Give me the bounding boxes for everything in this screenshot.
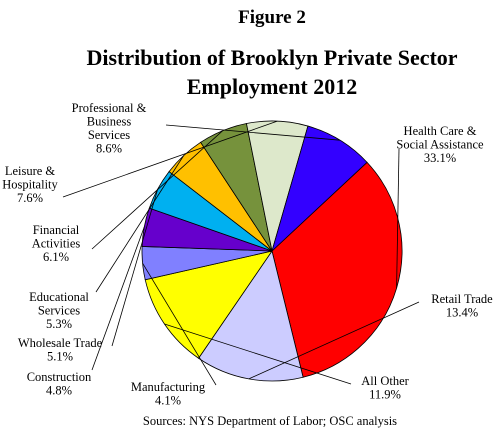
- slice-category-label-6-1: Services: [38, 304, 80, 318]
- leader-line-0: [396, 148, 400, 289]
- slice-value-label-1: 13.4%: [446, 306, 478, 320]
- slice-category-label-8-1: Hospitality: [2, 178, 58, 192]
- leader-lines: [62, 120, 420, 386]
- slice-category-label-9-2: Services: [88, 128, 130, 142]
- slice-category-label-5-0: Wholesale Trade: [18, 336, 103, 350]
- leader-line-1: [248, 301, 420, 380]
- slice-value-label-2: 11.9%: [369, 388, 401, 402]
- pie-slices: [141, 120, 403, 382]
- slice-category-label-7-1: Activities: [32, 237, 81, 251]
- slice-category-label-1-0: Retail Trade: [431, 292, 493, 306]
- slice-category-label-9-0: Professional &: [72, 101, 147, 115]
- slice-category-label-9-1: Business: [87, 115, 132, 129]
- slice-category-label-7-0: Financial: [33, 223, 80, 237]
- slice-category-label-0-1: Social Assistance: [396, 138, 484, 152]
- pie-slice-1: [197, 250, 304, 382]
- chart-title-line-1: Distribution of Brooklyn Private Sector: [86, 45, 457, 70]
- slice-category-label-8-0: Leisure &: [5, 164, 56, 178]
- figure-label: Figure 2: [238, 7, 306, 28]
- slice-category-label-3-0: Manufacturing: [131, 380, 206, 394]
- slice-value-label-6: 5.3%: [46, 317, 72, 331]
- slice-value-label-4: 4.8%: [46, 384, 72, 398]
- slice-value-label-0: 33.1%: [424, 151, 456, 165]
- slice-value-label-5: 5.1%: [47, 350, 73, 364]
- chart-title-line-2: Employment 2012: [187, 74, 358, 99]
- leader-line-9: [165, 124, 340, 141]
- leader-line-6: [95, 155, 184, 293]
- leader-line-7: [91, 130, 223, 250]
- leader-line-5: [111, 188, 159, 347]
- source-note: Sources: NYS Department of Labor; OSC an…: [143, 414, 397, 428]
- slice-category-label-2-0: All Other: [361, 374, 409, 388]
- slice-value-label-9: 8.6%: [96, 142, 122, 156]
- leader-line-4: [91, 226, 145, 371]
- slice-value-label-8: 7.6%: [17, 191, 43, 205]
- slice-value-label-7: 6.1%: [43, 250, 69, 264]
- leader-line-2: [164, 323, 352, 385]
- slice-value-label-3: 4.1%: [155, 394, 181, 408]
- leader-line-8: [62, 120, 278, 198]
- slice-category-label-6-0: Educational: [29, 290, 89, 304]
- slice-category-label-0-0: Health Care &: [404, 124, 477, 138]
- slice-category-label-4-0: Construction: [27, 370, 92, 384]
- leader-line-3: [142, 262, 217, 386]
- pie-slice-9: [271, 125, 368, 253]
